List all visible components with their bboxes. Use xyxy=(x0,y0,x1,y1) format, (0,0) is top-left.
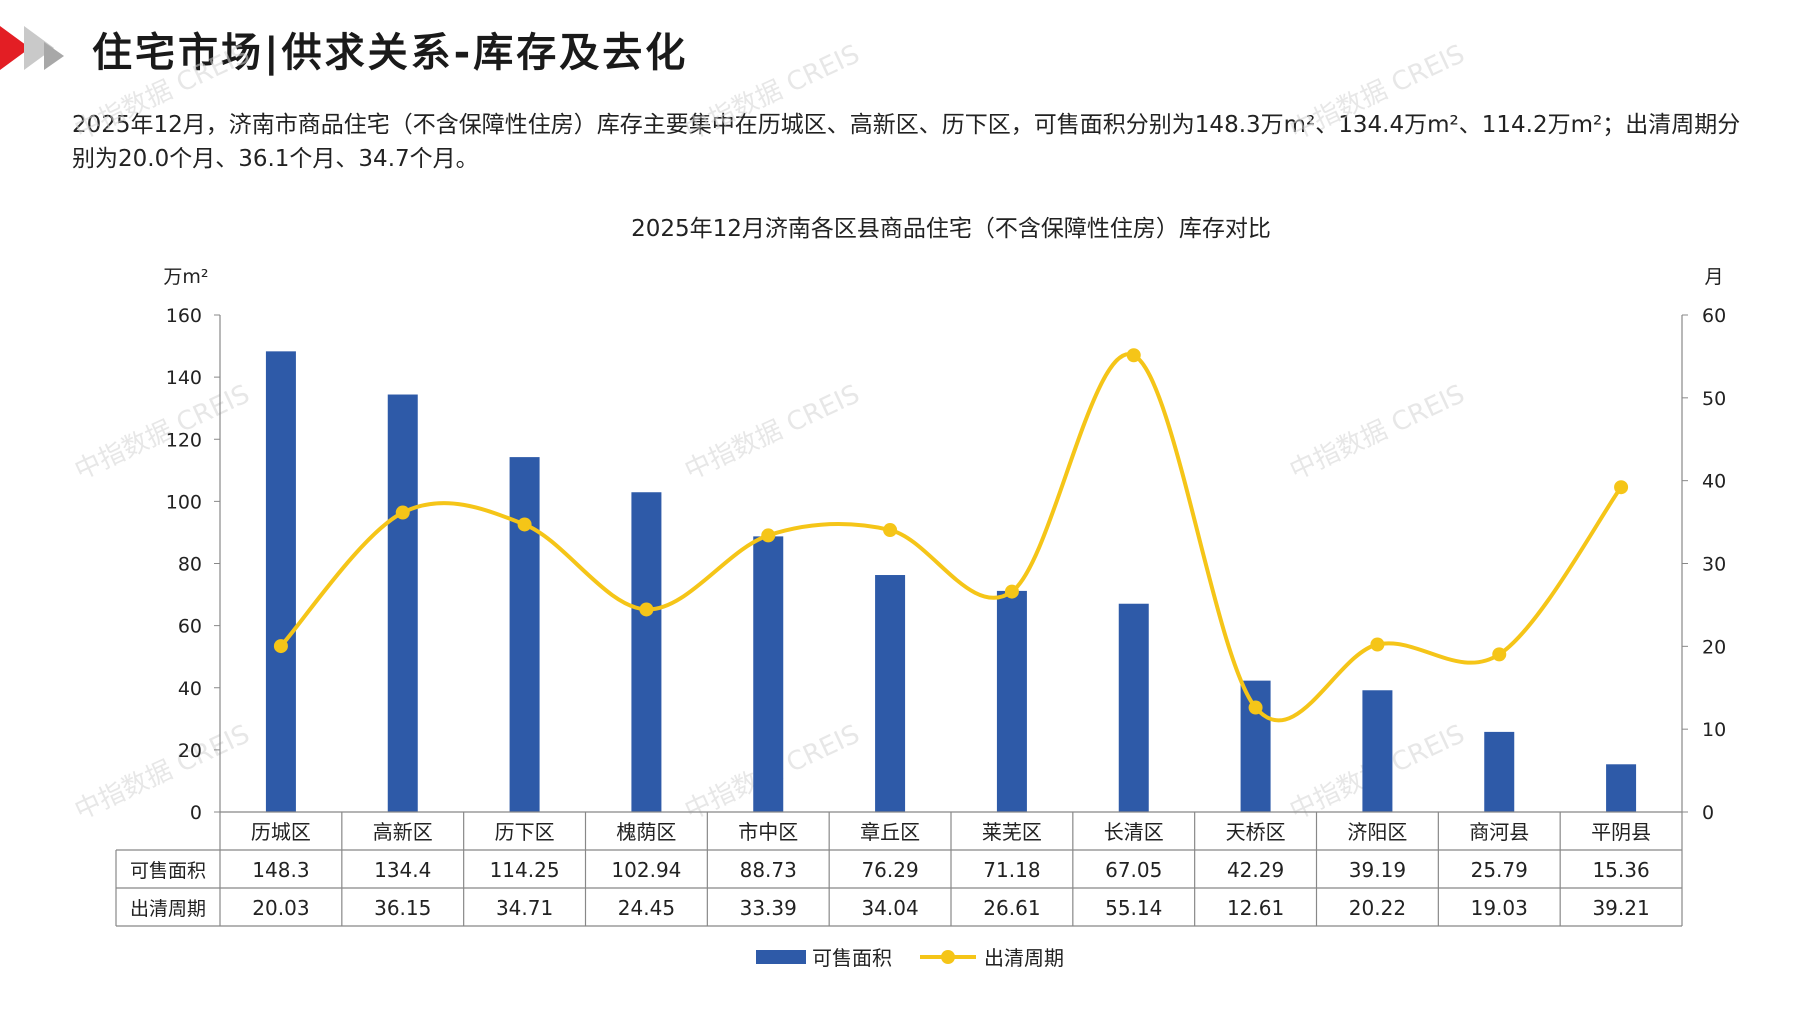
x-tick-label: 历下区 xyxy=(495,820,555,844)
x-tick-label: 高新区 xyxy=(373,820,433,844)
x-tick-label: 市中区 xyxy=(738,820,798,844)
watermark-text: 中指数据 CREIS xyxy=(680,379,864,486)
table-row-header-line: 出清周期 xyxy=(130,898,206,920)
y-right-tick-label: 10 xyxy=(1702,719,1726,741)
line-point-1 xyxy=(273,639,288,654)
legend-label-line: 出清周期 xyxy=(984,946,1064,970)
watermark-text: 中指数据 CREIS xyxy=(1285,379,1469,486)
data-label-line: 12.61 xyxy=(1227,896,1284,920)
line-point-5 xyxy=(761,528,776,543)
y-left-tick-label: 60 xyxy=(178,616,202,638)
bar-8 xyxy=(1118,603,1149,812)
line-point-10 xyxy=(1370,637,1385,652)
data-label-bar: 15.36 xyxy=(1592,858,1649,882)
data-label-line: 19.03 xyxy=(1471,896,1528,920)
data-label-line: 26.61 xyxy=(983,896,1040,920)
line-point-6 xyxy=(883,523,898,538)
header-dark-grey-triangle xyxy=(44,42,64,70)
y-right-tick-label: 40 xyxy=(1702,471,1726,493)
line-point-9 xyxy=(1248,700,1263,715)
y-left-tick-label: 100 xyxy=(166,491,202,513)
data-label-line: 24.45 xyxy=(618,896,675,920)
line-point-7 xyxy=(1004,584,1019,599)
x-tick-label: 章丘区 xyxy=(860,820,920,844)
legend-label-bar: 可售面积 xyxy=(812,946,892,970)
data-label-bar: 67.05 xyxy=(1105,858,1162,882)
y-left-tick-label: 0 xyxy=(190,802,202,824)
x-tick-label: 长清区 xyxy=(1104,820,1164,844)
y-left-tick-label: 160 xyxy=(166,305,202,327)
data-label-bar: 71.18 xyxy=(983,858,1040,882)
y-right-unit: 月 xyxy=(1704,266,1723,288)
data-label-bar: 148.3 xyxy=(252,858,309,882)
data-label-bar: 114.25 xyxy=(490,858,560,882)
bar-9 xyxy=(1240,680,1271,812)
data-label-line: 36.15 xyxy=(374,896,431,920)
legend-swatch-marker xyxy=(941,950,955,964)
y-left-tick-label: 40 xyxy=(178,678,202,700)
data-label-line: 34.04 xyxy=(861,896,918,920)
y-left-tick-label: 120 xyxy=(166,429,202,451)
x-tick-label: 商河县 xyxy=(1469,820,1529,844)
y-right-tick-label: 60 xyxy=(1702,305,1726,327)
x-tick-label: 天桥区 xyxy=(1226,820,1286,844)
bar-7 xyxy=(996,590,1027,812)
data-label-bar: 42.29 xyxy=(1227,858,1284,882)
page-title: 住宅市场|供求关系-库存及去化 xyxy=(92,30,689,76)
watermark-text: 中指数据 CREIS xyxy=(70,719,254,826)
y-left-tick-label: 140 xyxy=(166,367,202,389)
line-point-8 xyxy=(1126,348,1141,363)
bar-12 xyxy=(1606,764,1637,812)
x-tick-label: 济阳区 xyxy=(1347,820,1407,844)
data-label-bar: 39.19 xyxy=(1349,858,1406,882)
y-right-tick-label: 20 xyxy=(1702,636,1726,658)
x-tick-label: 平阴县 xyxy=(1591,820,1651,844)
y-right-tick-label: 0 xyxy=(1702,802,1714,824)
data-label-bar: 76.29 xyxy=(861,858,918,882)
bar-3 xyxy=(509,457,540,812)
data-label-bar: 88.73 xyxy=(740,858,797,882)
legend-swatch-bar xyxy=(756,950,806,964)
bar-5 xyxy=(753,536,784,812)
data-label-line: 55.14 xyxy=(1105,896,1162,920)
chart-title: 2025年12月济南各区县商品住宅（不含保障性住房）库存对比 xyxy=(631,216,1271,242)
bar-11 xyxy=(1484,731,1515,812)
bar-2 xyxy=(387,394,418,812)
y-left-tick-label: 80 xyxy=(178,554,202,576)
line-point-4 xyxy=(639,602,654,617)
bar-6 xyxy=(875,575,906,812)
y-left-tick-label: 20 xyxy=(178,740,202,762)
x-tick-label: 莱芜区 xyxy=(982,820,1042,844)
watermark-text: 中指数据 CREIS xyxy=(70,39,254,146)
x-tick-label: 历城区 xyxy=(251,820,311,844)
summary-text: 2025年12月，济南市商品住宅（不含保障性住房）库存主要集中在历城区、高新区、… xyxy=(72,112,1741,172)
data-label-line: 33.39 xyxy=(740,896,797,920)
watermark-text: 中指数据 CREIS xyxy=(1285,39,1469,146)
x-tick-label: 槐荫区 xyxy=(616,820,676,844)
table-row-header-bar: 可售面积 xyxy=(130,860,206,882)
bar-4 xyxy=(631,492,662,812)
data-label-bar: 134.4 xyxy=(374,858,431,882)
line-point-12 xyxy=(1614,480,1629,495)
y-right-tick-label: 30 xyxy=(1702,554,1726,576)
y-right-tick-label: 50 xyxy=(1702,388,1726,410)
line-point-2 xyxy=(395,505,410,520)
watermark-text: 中指数据 CREIS xyxy=(70,379,254,486)
data-label-line: 20.03 xyxy=(252,896,309,920)
data-label-bar: 25.79 xyxy=(1471,858,1528,882)
bar-10 xyxy=(1362,690,1393,812)
data-label-bar: 102.94 xyxy=(611,858,681,882)
line-point-11 xyxy=(1492,647,1507,662)
line-point-3 xyxy=(517,517,532,532)
data-label-line: 20.22 xyxy=(1349,896,1406,920)
y-left-unit: 万m² xyxy=(163,266,208,288)
bar-1 xyxy=(265,351,296,812)
data-label-line: 39.21 xyxy=(1592,896,1649,920)
data-label-line: 34.71 xyxy=(496,896,553,920)
watermark-text: 中指数据 CREIS xyxy=(680,39,864,146)
